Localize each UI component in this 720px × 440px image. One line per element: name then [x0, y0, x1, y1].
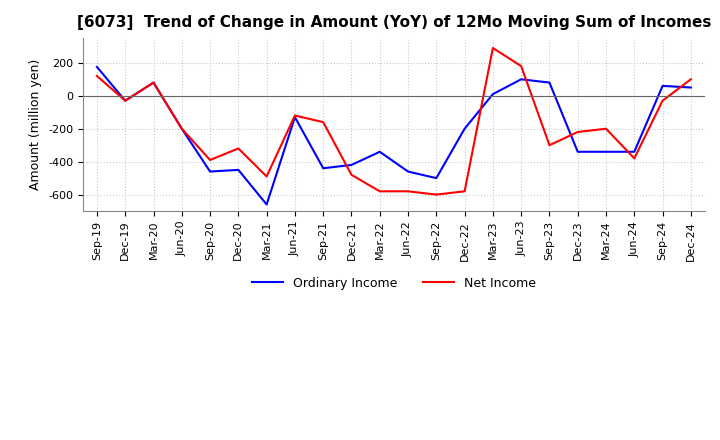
Net Income [319, 120, 328, 125]
Net Income [658, 98, 667, 103]
Ordinary Income [404, 169, 413, 174]
Net Income [177, 126, 186, 132]
Y-axis label: Amount (million yen): Amount (million yen) [30, 59, 42, 190]
Line: Net Income: Net Income [97, 48, 691, 194]
Title: [6073]  Trend of Change in Amount (YoY) of 12Mo Moving Sum of Incomes: [6073] Trend of Change in Amount (YoY) o… [77, 15, 711, 30]
Net Income [234, 146, 243, 151]
Net Income [630, 156, 639, 161]
Ordinary Income [206, 169, 215, 174]
Net Income [489, 45, 498, 51]
Net Income [687, 77, 696, 82]
Ordinary Income [573, 149, 582, 154]
Ordinary Income [262, 202, 271, 207]
Net Income [93, 73, 102, 79]
Net Income [432, 192, 441, 197]
Line: Ordinary Income: Ordinary Income [97, 67, 691, 205]
Ordinary Income [291, 114, 300, 120]
Ordinary Income [602, 149, 611, 154]
Ordinary Income [630, 149, 639, 154]
Net Income [460, 189, 469, 194]
Ordinary Income [319, 165, 328, 171]
Ordinary Income [149, 80, 158, 85]
Net Income [149, 80, 158, 85]
Ordinary Income [234, 167, 243, 172]
Net Income [517, 63, 526, 69]
Ordinary Income [432, 176, 441, 181]
Ordinary Income [460, 126, 469, 132]
Net Income [206, 158, 215, 163]
Ordinary Income [177, 126, 186, 132]
Net Income [347, 172, 356, 177]
Ordinary Income [687, 85, 696, 90]
Net Income [602, 126, 611, 132]
Legend: Ordinary Income, Net Income: Ordinary Income, Net Income [247, 272, 541, 295]
Net Income [545, 143, 554, 148]
Ordinary Income [347, 162, 356, 168]
Net Income [573, 129, 582, 135]
Ordinary Income [658, 83, 667, 88]
Ordinary Income [121, 98, 130, 103]
Net Income [404, 189, 413, 194]
Ordinary Income [93, 64, 102, 70]
Ordinary Income [489, 92, 498, 97]
Net Income [262, 174, 271, 179]
Net Income [375, 189, 384, 194]
Ordinary Income [517, 77, 526, 82]
Net Income [121, 98, 130, 103]
Net Income [291, 113, 300, 118]
Ordinary Income [375, 149, 384, 154]
Ordinary Income [545, 80, 554, 85]
